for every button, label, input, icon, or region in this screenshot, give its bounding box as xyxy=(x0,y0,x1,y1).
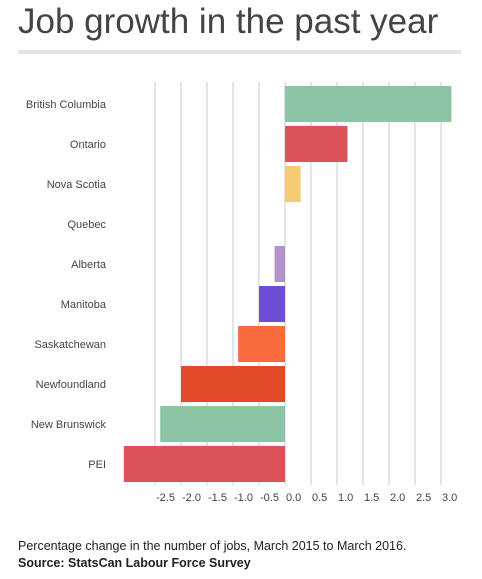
tick-label: 0.5 xyxy=(312,492,327,504)
bar-manitoba xyxy=(259,286,285,322)
chart-source: Source: StatsCan Labour Force Survey xyxy=(18,556,251,570)
tick-labels: -2.5 -2.0 -1.5 -1.0 -0.5 0.0 0.5 1.0 1.5 2.0 2.5 3.… xyxy=(156,492,457,504)
tick-label: 2.5 xyxy=(416,492,431,504)
tick-label: -1.5 xyxy=(208,492,227,504)
category-label: Manitoba xyxy=(61,299,107,311)
bar-nova-scotia xyxy=(285,166,301,202)
title-underline xyxy=(18,50,461,54)
tick-label: 1.5 xyxy=(364,492,379,504)
category-labels: British Columbia Ontario Nova Scotia Quebec… xyxy=(26,99,107,471)
category-label: Saskatchewan xyxy=(34,339,106,351)
chart-footer: Percentage change in the number of jobs,… xyxy=(18,538,406,572)
bar-pei xyxy=(123,446,285,482)
bars xyxy=(123,86,452,482)
category-label: Alberta xyxy=(71,259,107,271)
category-label: Quebec xyxy=(67,219,106,231)
tick-label: 1.0 xyxy=(338,492,353,504)
tick-label: 3.0 xyxy=(442,492,457,504)
bar-ontario xyxy=(285,126,348,162)
category-label: Newfoundland xyxy=(36,379,106,391)
category-label: New Brunswick xyxy=(31,419,107,431)
bar-saskatchewan xyxy=(238,326,285,362)
tick-label: -0.5 xyxy=(260,492,279,504)
tick-label: -2.5 xyxy=(156,492,175,504)
bar-british-columbia xyxy=(285,86,452,122)
chart-note: Percentage change in the number of jobs,… xyxy=(18,539,407,553)
category-label: British Columbia xyxy=(26,99,107,111)
tick-label: -2.0 xyxy=(182,492,201,504)
category-label: Nova Scotia xyxy=(47,179,107,191)
category-label: PEI xyxy=(88,459,106,471)
category-label: Ontario xyxy=(70,139,106,151)
chart-title: Job growth in the past year xyxy=(18,2,439,41)
tick-label: -1.0 xyxy=(234,492,253,504)
bar-alberta xyxy=(274,246,285,282)
tick-label: 2.0 xyxy=(390,492,405,504)
bar-new-brunswick xyxy=(160,406,285,442)
bar-newfoundland xyxy=(181,366,285,402)
tick-label: 0.0 xyxy=(286,492,301,504)
